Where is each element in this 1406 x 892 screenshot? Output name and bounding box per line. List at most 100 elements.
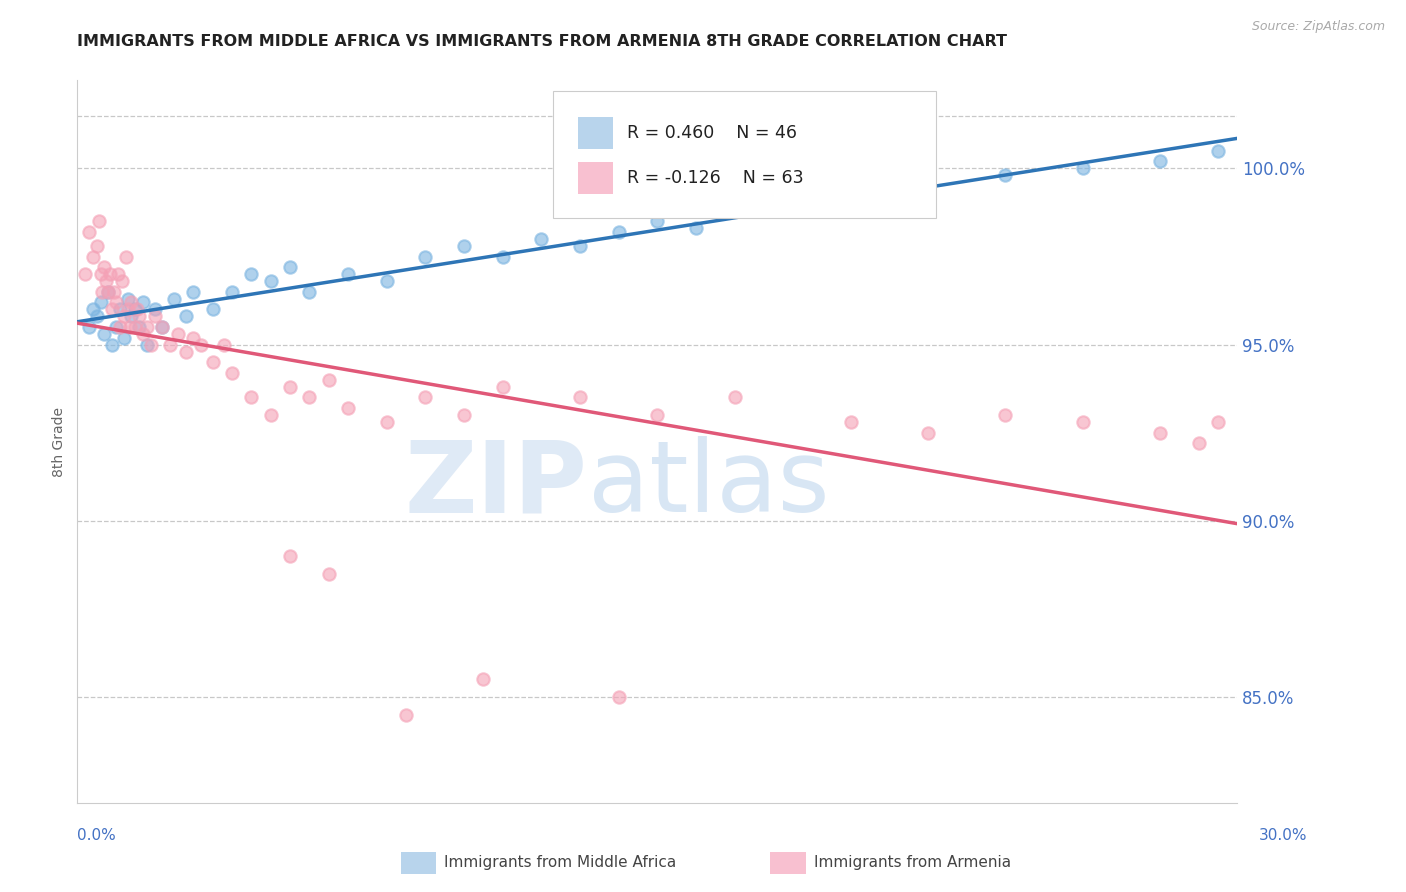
Point [118,320,141,334]
Point [1206,144,1229,158]
Text: R = 0.460    N = 46: R = 0.460 N = 46 [627,124,797,142]
Point [190,337,212,351]
FancyBboxPatch shape [578,161,613,194]
Point [159,337,181,351]
Point [607,225,630,239]
Point [105,320,127,334]
Point [240,267,263,281]
Point [1071,161,1094,176]
Point [93,260,115,274]
Point [917,425,939,440]
Point [86,239,108,253]
Point [1071,415,1094,429]
Point [214,337,236,351]
Text: 0.0%: 0.0% [77,829,117,843]
Point [143,310,166,324]
Text: ZIP: ZIP [405,436,588,533]
Point [492,380,515,394]
Point [201,302,224,317]
Point [127,302,149,317]
Point [121,295,143,310]
Point [994,408,1017,422]
Text: Immigrants from Middle Africa: Immigrants from Middle Africa [444,855,676,870]
Point [124,320,146,334]
Point [260,408,283,422]
Point [152,320,174,334]
Point [101,337,124,351]
Point [97,285,120,299]
Point [132,326,155,341]
Point [415,250,437,264]
Point [183,330,205,344]
Text: Immigrants from Armenia: Immigrants from Armenia [814,855,1011,870]
Point [97,285,120,299]
Point [839,189,862,203]
Point [221,285,243,299]
Point [183,285,205,299]
Point [132,295,155,310]
Point [174,344,197,359]
Point [75,267,96,281]
Point [685,221,707,235]
Text: atlas: atlas [588,436,830,533]
Point [105,295,127,310]
Point [530,232,553,246]
Point [318,373,340,387]
Text: IMMIGRANTS FROM MIDDLE AFRICA VS IMMIGRANTS FROM ARMENIA 8TH GRADE CORRELATION C: IMMIGRANTS FROM MIDDLE AFRICA VS IMMIGRA… [77,34,1007,49]
Point [724,391,747,405]
Point [492,250,515,264]
Point [143,302,166,317]
Point [453,239,475,253]
Point [163,292,186,306]
Point [839,415,862,429]
Point [91,285,114,299]
Point [136,320,159,334]
Point [152,320,174,334]
Point [318,566,340,581]
FancyBboxPatch shape [553,91,936,218]
Point [240,391,263,405]
Point [337,401,360,415]
Point [87,214,110,228]
Point [337,267,360,281]
Point [298,285,321,299]
Point [90,267,111,281]
Text: 30.0%: 30.0% [1260,829,1308,843]
Point [77,320,100,334]
Point [260,274,283,288]
Point [647,408,669,422]
Point [415,391,437,405]
Text: R = -0.126    N = 63: R = -0.126 N = 63 [627,169,804,186]
FancyBboxPatch shape [578,117,613,149]
Point [221,366,243,380]
Point [994,169,1017,183]
Point [96,274,118,288]
Point [117,302,139,317]
Point [112,330,135,344]
Point [647,214,669,228]
Point [128,310,150,324]
Point [108,320,131,334]
Point [124,302,146,317]
Point [1206,415,1229,429]
Point [569,239,592,253]
Point [107,267,129,281]
Point [1149,425,1171,440]
Point [472,673,495,687]
Point [453,408,475,422]
Point [112,310,135,324]
Point [278,380,301,394]
Point [375,415,398,429]
Point [82,302,104,317]
Point [1187,436,1209,450]
Point [917,179,939,194]
Point [375,274,398,288]
Point [136,337,159,351]
Point [801,203,824,218]
Point [569,391,592,405]
Point [90,295,111,310]
Point [278,549,301,563]
Point [101,302,124,317]
Point [93,326,115,341]
Point [762,196,785,211]
